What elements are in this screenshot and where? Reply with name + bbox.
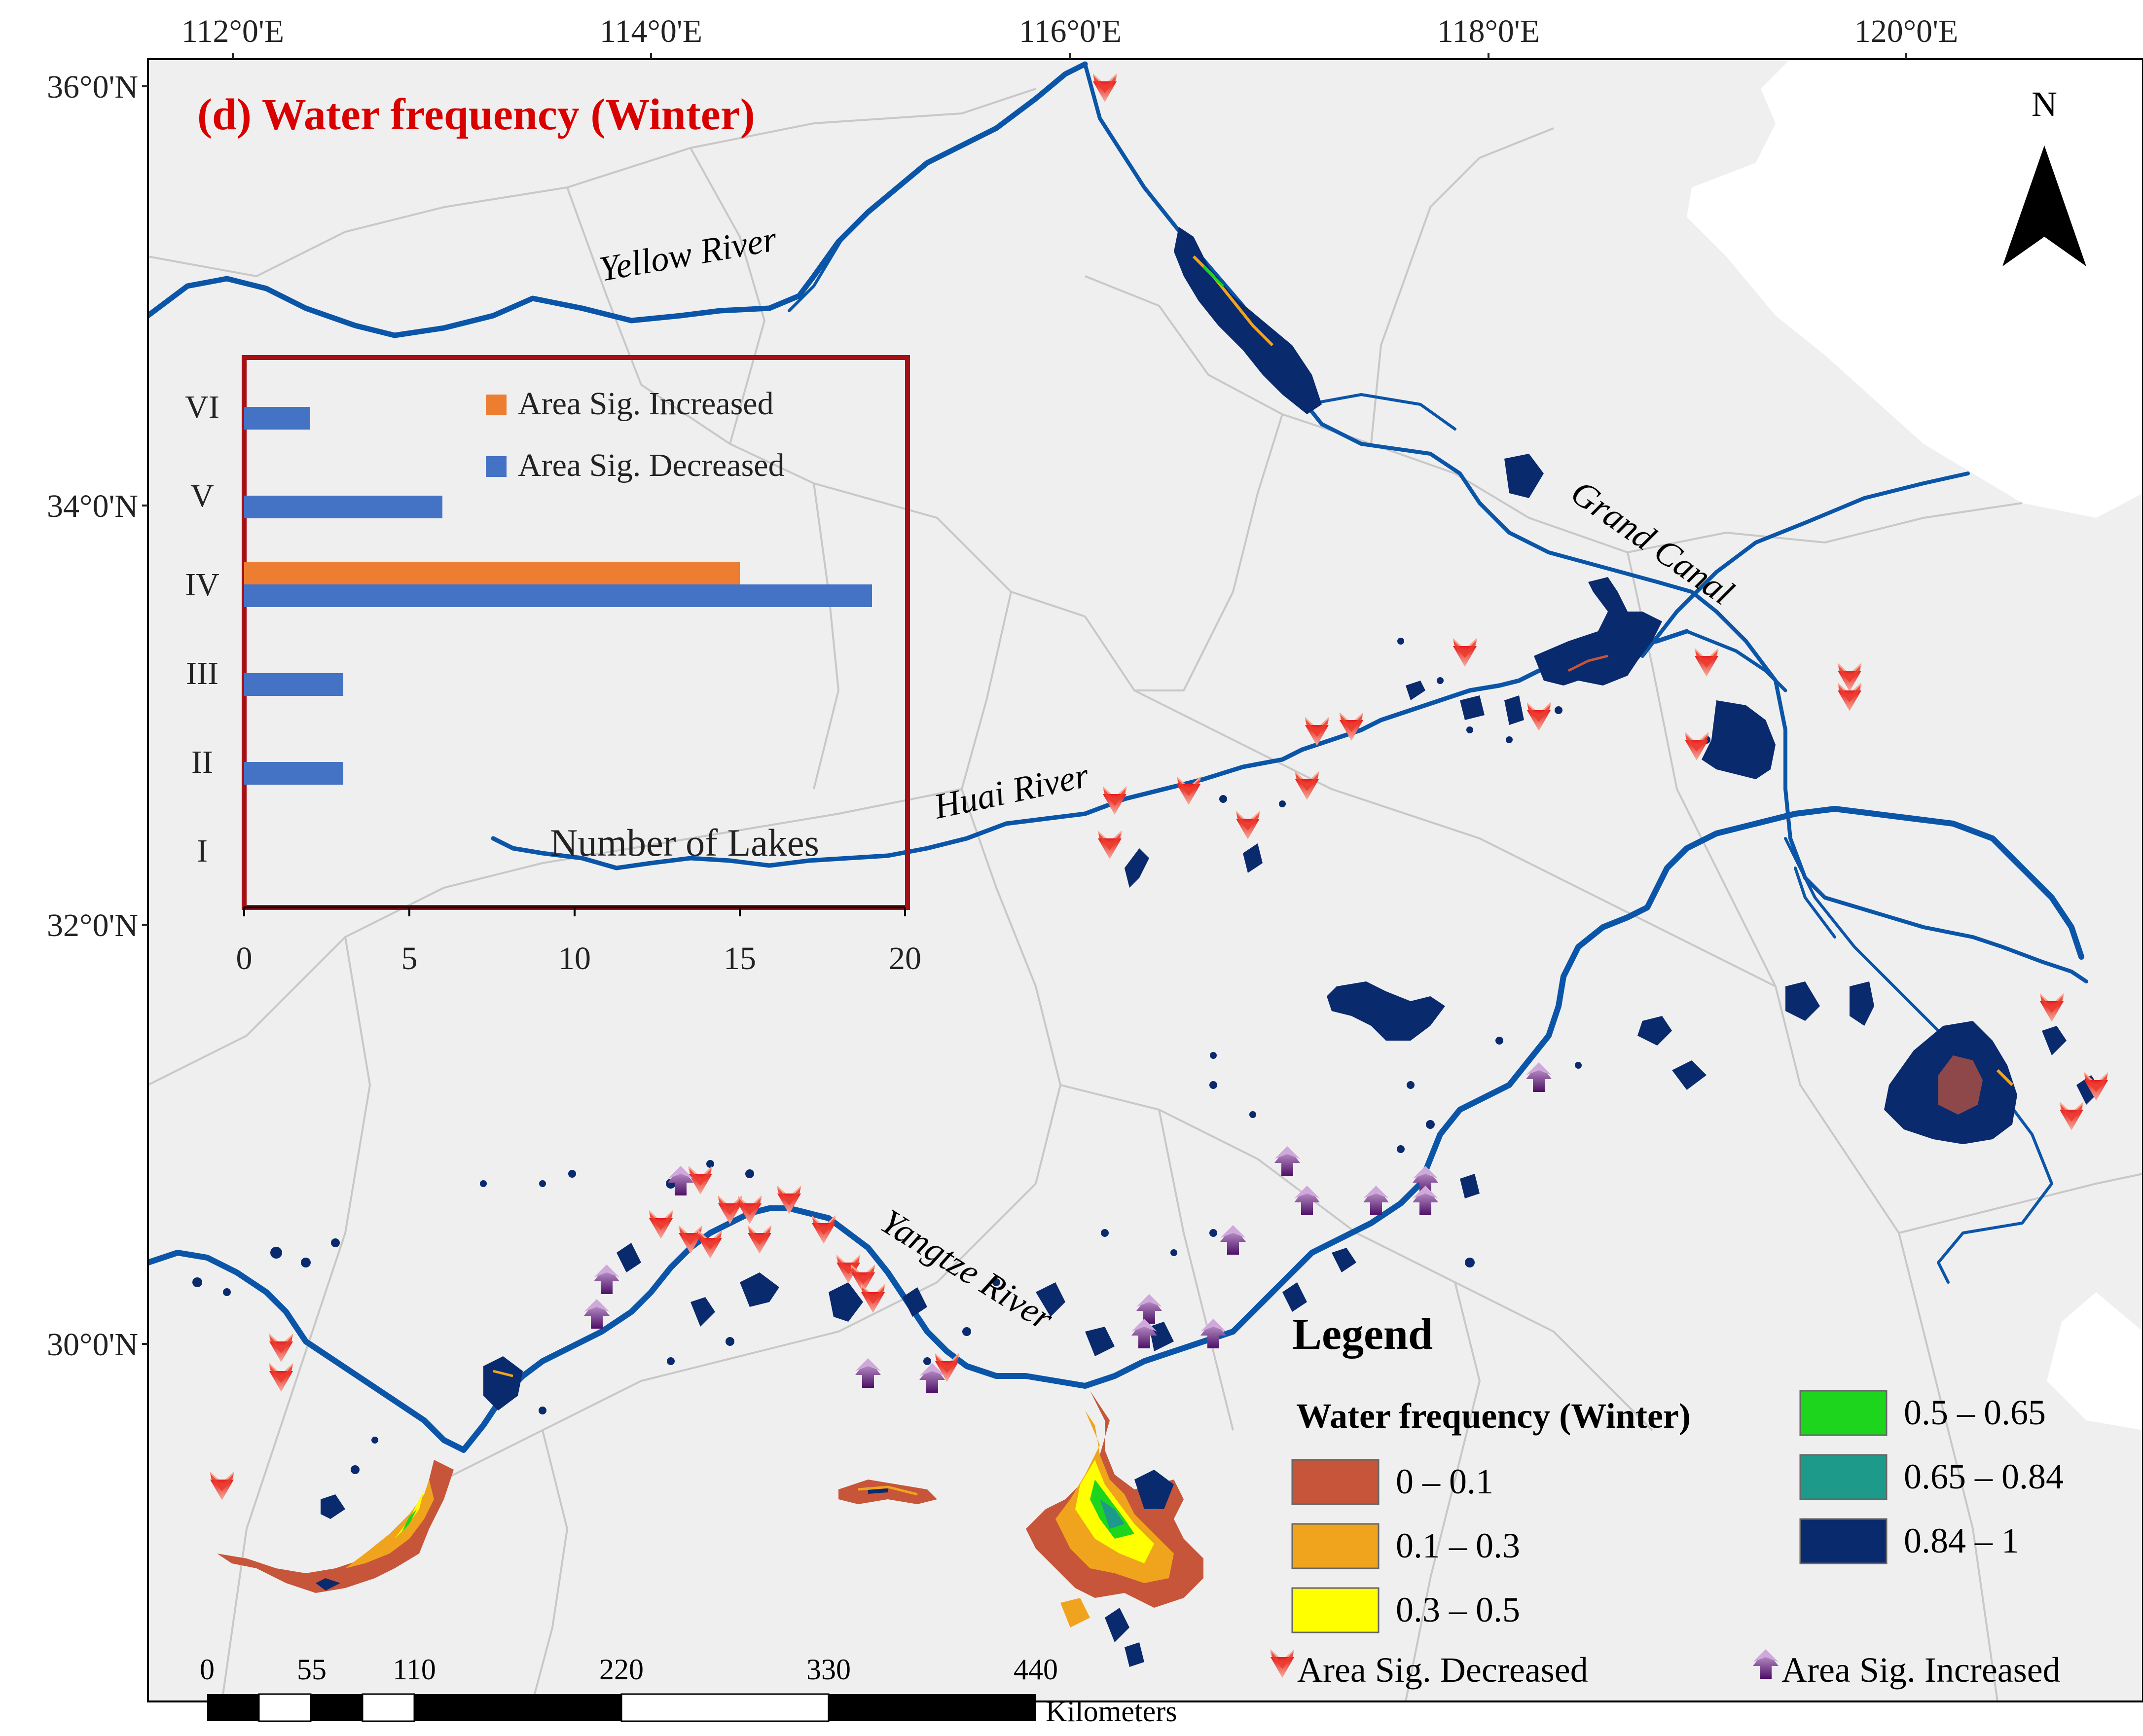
inset-bar-decreased	[244, 584, 872, 607]
inset-bar-decreased	[244, 496, 442, 518]
lake-poyang	[1026, 1391, 1203, 1667]
legend-class-label: 0 – 0.1	[1396, 1462, 1493, 1501]
map-title: (d) Water frequency (Winter)	[197, 90, 755, 139]
scale-bar: 0 55 110 220 330 440 Kilometers	[200, 1653, 1177, 1728]
legend-swatch	[1799, 1390, 1888, 1436]
sea	[1687, 59, 2143, 518]
inset-legend-swatch-decreased	[486, 456, 507, 477]
yellow-river	[148, 61, 1088, 338]
lat-label: 34°0'N	[47, 488, 138, 524]
inset-x-tick-label: 10	[558, 940, 591, 976]
lon-label: 116°0'E	[1019, 13, 1122, 49]
inset-legend-label-increased: Area Sig. Increased	[518, 386, 774, 422]
legend-swatch	[1799, 1454, 1888, 1500]
lon-label: 118°0'E	[1437, 13, 1540, 49]
lake-dongting	[217, 1460, 454, 1593]
lakes	[192, 227, 2101, 1667]
inset-bar-increased	[244, 562, 740, 584]
inset-category-label: IV	[185, 567, 219, 603]
legend-classes: 0 – 0.1 0.1 – 0.3 0.3 – 0.5 0.5 – 0.65 0.65 …	[1291, 1390, 2064, 1633]
lake-gaoyou	[1702, 700, 1776, 779]
lake-chao	[1327, 981, 1445, 1041]
legend-swatch	[1799, 1518, 1888, 1564]
legend-swatch	[1291, 1523, 1380, 1569]
graticule: 112°0'E 114°0'E 116°0'E 118°0'E 120°0'E …	[47, 13, 1958, 1363]
inset-legend-swatch-increased	[486, 395, 507, 415]
north-arrow-icon	[2002, 145, 2086, 266]
legend-class-label: 0.5 – 0.65	[1904, 1393, 2046, 1432]
lat-label: 30°0'N	[47, 1327, 138, 1363]
lon-label: 114°0'E	[600, 13, 702, 49]
inset-x-axis: 0 5 10 15 20	[236, 906, 921, 976]
inset-bars	[244, 407, 872, 785]
scale-unit: Kilometers	[1046, 1695, 1177, 1728]
legend: Legend Water frequency (Winter) 0 – 0.10…	[1271, 1310, 2064, 1690]
legend-title: Legend	[1292, 1310, 1433, 1359]
scale-label: 55	[297, 1653, 327, 1686]
lon-label: 120°0'E	[1854, 13, 1959, 49]
scale-label: 220	[599, 1653, 644, 1686]
legend-swatch	[1291, 1587, 1380, 1633]
inset-bar-decreased	[244, 762, 343, 785]
scale-label: 0	[200, 1653, 215, 1686]
legend-increased-label: Area Sig. Increased	[1781, 1650, 2061, 1690]
inset-x-tick-label: 0	[236, 940, 253, 976]
inset-x-tick-label: 15	[724, 940, 756, 976]
north-arrow: N	[2002, 84, 2086, 266]
inset-category-label: VI	[185, 389, 219, 425]
lat-label: 32°0'N	[47, 907, 138, 943]
inset-x-tick-label: 5	[401, 940, 418, 976]
legend-class-label: 0.84 – 1	[1904, 1521, 2019, 1560]
legend-class-label: 0.1 – 0.3	[1396, 1526, 1520, 1565]
inset-category-label: I	[197, 833, 208, 869]
inset-category-label: II	[191, 744, 213, 780]
lake-hongze	[1534, 577, 1662, 686]
scale-label: 440	[1014, 1653, 1058, 1686]
huai-river	[491, 629, 1689, 870]
inset-category-label: V	[190, 478, 214, 514]
legend-class-label: 0.65 – 0.84	[1904, 1457, 2064, 1496]
legend-subtitle: Water frequency (Winter)	[1296, 1396, 1691, 1436]
inset-legend-label-decreased: Area Sig. Decreased	[518, 447, 785, 483]
inset-bar-decreased	[244, 407, 310, 430]
scale-label: 330	[806, 1653, 851, 1686]
map-frame	[147, 58, 2143, 1702]
scale-label: 110	[393, 1653, 436, 1686]
legend-decreased-label: Area Sig. Decreased	[1297, 1650, 1588, 1690]
inset-x-axis-title: Number of Lakes	[550, 821, 819, 864]
yangtze-river	[148, 806, 2084, 1453]
inset-x-tick-label: 20	[889, 940, 921, 976]
inset-category-label: III	[186, 655, 218, 691]
lat-label: 36°0'N	[47, 69, 138, 105]
inset-bar-decreased	[244, 673, 343, 696]
north-label: N	[2032, 84, 2057, 124]
legend-class-label: 0.3 – 0.5	[1396, 1590, 1520, 1629]
legend-swatch	[1291, 1459, 1380, 1505]
lon-label: 112°0'E	[182, 13, 284, 49]
